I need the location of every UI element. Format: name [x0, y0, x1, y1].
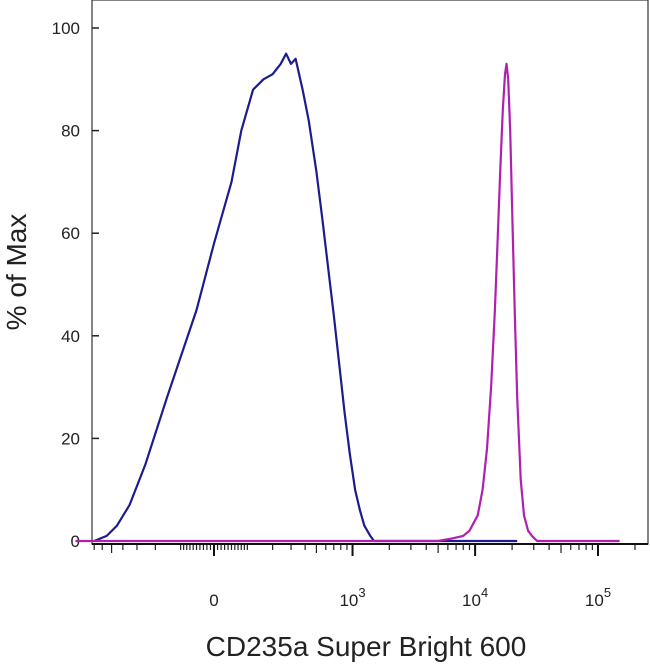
x-axis-ticks: 0 103 104 105 [209, 544, 611, 610]
y-tick-label: 80 [61, 122, 80, 141]
y-tick-label: 60 [61, 224, 80, 243]
y-tick-label: 40 [61, 327, 80, 346]
plot-frame [91, 0, 649, 545]
y-tick-label: 100 [52, 19, 80, 38]
x-tick-label: 103 [339, 585, 365, 610]
x-tick-label: 0 [209, 591, 218, 610]
y-axis-title: % of Max [1, 214, 32, 331]
y-tick-label: 0 [71, 532, 80, 551]
x-tick-label: 104 [462, 585, 488, 610]
series-layer [75, 52, 620, 543]
y-axis-ticks: 0 20 40 60 80 100 [52, 19, 99, 551]
y-tick-label: 20 [61, 429, 80, 448]
series-line-1 [93, 52, 518, 543]
series-line-2 [75, 62, 620, 543]
x-minor-ticks [93, 544, 636, 553]
x-axis-title: CD235a Super Bright 600 [206, 631, 527, 662]
x-tick-label: 105 [585, 585, 611, 610]
